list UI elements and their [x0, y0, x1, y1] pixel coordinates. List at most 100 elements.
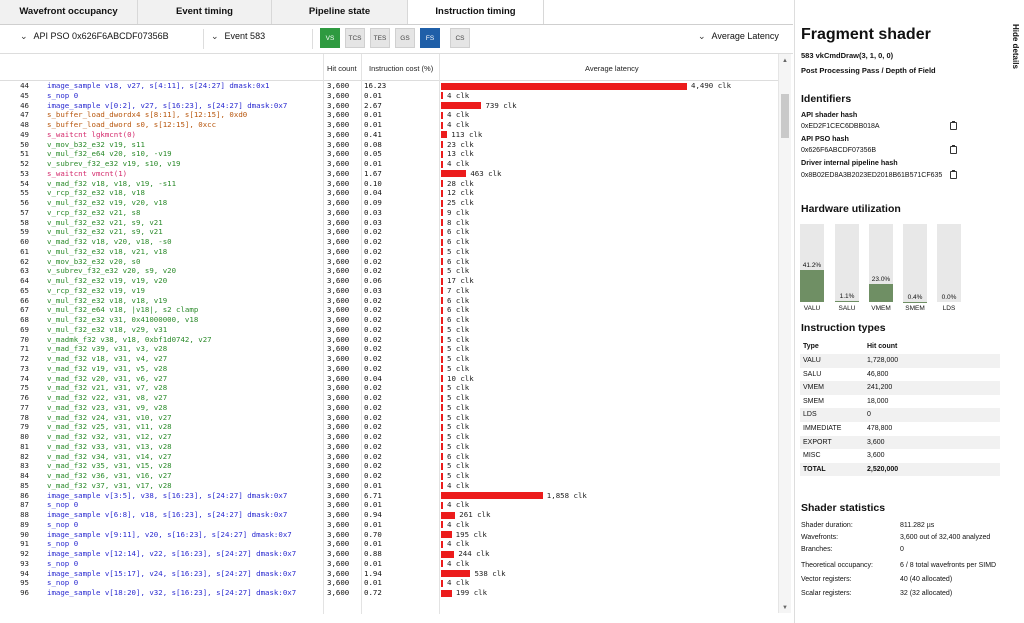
table-row[interactable]: 46 image_sample v[0:2], v27, s[16:23], s[… [0, 101, 778, 111]
instruction-type-row: VALU 1,728,000 [800, 354, 1000, 368]
table-row[interactable]: 78 v_mad_f32 v24, v31, v10, v27 3,600 0.02 5… [0, 413, 778, 423]
table-row[interactable]: 87 s_nop 0 3,600 0.01 4 clk [0, 500, 778, 510]
tab-instruction-timing[interactable]: Instruction timing [408, 0, 544, 24]
pso-dropdown[interactable]: ⌄ API PSO 0x626F6ABCDF07356B [20, 31, 169, 42]
stage-tcs-button[interactable]: TCS [345, 28, 365, 48]
line-number: 61 [20, 246, 29, 256]
line-number: 78 [20, 412, 29, 422]
table-row[interactable]: 96 image_sample v[18:20], v32, s[16:23], … [0, 588, 778, 598]
table-row[interactable]: 68 v_mul_f32_e32 v31, 0x41000000, v18 3,60… [0, 315, 778, 325]
stage-vs-button[interactable]: VS [320, 28, 340, 48]
copy-icon[interactable] [950, 145, 957, 154]
table-row[interactable]: 63 v_subrev_f32_e32 v20, s9, v20 3,600 0.02… [0, 266, 778, 276]
line-number: 60 [20, 237, 29, 246]
instruction-text: v_mov_b32_e32 v19, s11 [47, 139, 145, 149]
tab-pipeline-state[interactable]: Pipeline state [272, 0, 408, 24]
table-row[interactable]: 82 v_mad_f32 v34, v31, v14, v27 3,600 0.02 6… [0, 452, 778, 462]
instruction-text: v_mov_b32_e32 v20, s0 [47, 256, 141, 266]
table-row[interactable]: 90 image_sample v[9:11], v20, s[16:23], s… [0, 530, 778, 540]
table-row[interactable]: 67 v_mul_f32_e64 v18, |v18|, s2 clamp 3,60… [0, 305, 778, 315]
latency-bar [441, 82, 687, 90]
stage-tes-button[interactable]: TES [370, 28, 390, 48]
vertical-scrollbar[interactable]: ▲ ▼ [778, 54, 791, 613]
table-row[interactable]: 47 s_buffer_load_dwordx4 s[8:11], s[12:15… [0, 110, 778, 120]
table-row[interactable]: 61 v_mul_f32_e32 v18, v21, v18 3,600 0.02 5 … [0, 247, 778, 257]
stage-fs-button[interactable]: FS [420, 28, 440, 48]
table-row[interactable]: 65 v_rcp_f32_e32 v19, v19 3,600 0.03 7 clk [0, 286, 778, 296]
table-row[interactable]: 85 v_mad_f32 v37, v31, v17, v28 3,600 0.01 4… [0, 481, 778, 491]
table-row[interactable]: 94 image_sample v[15:17], v24, s[16:23], … [0, 569, 778, 579]
table-row[interactable]: 69 v_mul_f32_e32 v18, v29, v31 3,600 0.02 5 … [0, 325, 778, 335]
table-row[interactable]: 75 v_mad_f32 v21, v31, v7, v28 3,600 0.02 5 … [0, 383, 778, 393]
table-row[interactable]: 86 image_sample v[3:5], v38, s[16:23], s[… [0, 491, 778, 501]
table-row[interactable]: 84 v_mad_f32 v36, v31, v16, v27 3,600 0.02 5… [0, 471, 778, 481]
stage-cs-button[interactable]: CS [450, 28, 470, 48]
table-row[interactable]: 57 v_rcp_f32_e32 v21, s8 3,600 0.03 9 clk [0, 208, 778, 218]
copy-icon[interactable] [950, 170, 957, 179]
table-row[interactable]: 95 s_nop 0 3,600 0.01 4 clk [0, 578, 778, 588]
hide-details-button[interactable]: Hide details [1011, 24, 1020, 69]
line-number: 81 [20, 441, 29, 451]
latency-bar [441, 462, 443, 470]
event-dropdown[interactable]: ⌄ Event 583 [211, 31, 265, 42]
table-row[interactable]: 71 v_mad_f32 v39, v31, v3, v28 3,600 0.02 5 … [0, 344, 778, 354]
table-row[interactable]: 49 s_waitcnt lgkmcnt(0) 3,600 0.41 113 clk [0, 130, 778, 140]
table-row[interactable]: 83 v_mad_f32 v35, v31, v15, v28 3,600 0.02 5… [0, 461, 778, 471]
table-row[interactable]: 80 v_mad_f32 v32, v31, v12, v27 3,600 0.02 5… [0, 432, 778, 442]
table-row[interactable]: 76 v_mad_f32 v22, v31, v8, v27 3,600 0.02 5 … [0, 393, 778, 403]
table-row[interactable]: 62 v_mov_b32_e32 v20, s0 3,600 0.02 6 clk [0, 257, 778, 267]
scrollbar-thumb[interactable] [781, 94, 789, 138]
table-row[interactable]: 92 image_sample v[12:14], v22, s[16:23], … [0, 549, 778, 559]
table-row[interactable]: 79 v_mad_f32 v25, v31, v11, v28 3,600 0.02 5… [0, 422, 778, 432]
scroll-down-icon[interactable]: ▼ [782, 605, 788, 611]
latency-label: 5 clk [447, 412, 470, 422]
table-row[interactable]: 72 v_mad_f32 v18, v31, v4, v27 3,600 0.02 5 … [0, 354, 778, 364]
table-row[interactable]: 70 v_madmk_f32 v38, v18, 0xbf1d0742, v27 3… [0, 335, 778, 345]
table-row[interactable]: 73 v_mad_f32 v19, v31, v5, v28 3,600 0.02 5 … [0, 364, 778, 374]
table-row[interactable]: 88 image_sample v[6:8], v18, s[16:23], s[… [0, 510, 778, 520]
table-row[interactable]: 93 s_nop 0 3,600 0.01 4 clk [0, 559, 778, 569]
table-row[interactable]: 59 v_mul_f32_e32 v21, s9, v21 3,600 0.02 6 c… [0, 227, 778, 237]
hit-count-cell: 3,600 [327, 207, 350, 217]
table-row[interactable]: 64 v_mul_f32_e32 v19, v19, v20 3,600 0.06 17… [0, 276, 778, 286]
table-row[interactable]: 56 v_mul_f32_e32 v19, v20, v18 3,600 0.09 25… [0, 198, 778, 208]
table-row[interactable]: 55 v_rcp_f32_e32 v18, v18 3,600 0.04 12 clk [0, 188, 778, 198]
instruction-type-count: 0 [867, 411, 871, 419]
latency-bar [441, 131, 448, 139]
stage-gs-button[interactable]: GS [395, 28, 415, 48]
instruction-cost-header[interactable]: Instruction cost (%) [369, 64, 434, 73]
line-number: 52 [20, 159, 29, 168]
table-row[interactable]: 66 v_mul_f32_e32 v18, v18, v19 3,600 0.02 6 … [0, 296, 778, 306]
average-latency-header[interactable]: Average latency [585, 64, 639, 73]
hit-count-header[interactable]: Hit count [327, 64, 357, 73]
table-row[interactable]: 48 s_buffer_load_dword s0, s[12:15], 0xcc… [0, 120, 778, 130]
table-row[interactable]: 44 image_sample v18, v27, s[4:11], s[24:2… [0, 81, 778, 91]
latency-bar [441, 579, 443, 587]
table-row[interactable]: 54 v_mad_f32 v18, v18, v19, -s11 3,600 0.10… [0, 179, 778, 189]
scroll-up-icon[interactable]: ▲ [782, 58, 788, 64]
instruction-cost-cell: 0.06 [364, 276, 382, 285]
latency-label: 4,490 clk [691, 81, 732, 90]
table-row[interactable]: 53 s_waitcnt vmcnt(1) 3,600 1.67 463 clk [0, 169, 778, 179]
table-row[interactable]: 89 s_nop 0 3,600 0.01 4 clk [0, 520, 778, 530]
table-row[interactable]: 45 s_nop 0 3,600 0.01 4 clk [0, 91, 778, 101]
table-row[interactable]: 81 v_mad_f32 v33, v31, v13, v28 3,600 0.02 5… [0, 442, 778, 452]
copy-icon[interactable] [950, 121, 957, 130]
instruction-cost-cell: 0.02 [364, 412, 382, 422]
table-row[interactable]: 60 v_mad_f32 v18, v20, v18, -s0 3,600 0.02 6… [0, 237, 778, 247]
table-row[interactable]: 52 v_subrev_f32_e32 v19, s10, v19 3,600 0.0… [0, 159, 778, 169]
tab-event-timing[interactable]: Event timing [138, 0, 272, 24]
table-row[interactable]: 74 v_mad_f32 v20, v31, v6, v27 3,600 0.04 10… [0, 374, 778, 384]
hit-count-cell: 3,600 [327, 578, 350, 588]
table-row[interactable]: 51 v_mul_f32_e64 v20, s10, -v19 3,600 0.05 1… [0, 149, 778, 159]
latency-mode-dropdown[interactable]: ⌄ Average Latency [698, 31, 779, 42]
line-number: 65 [20, 285, 29, 295]
table-row[interactable]: 58 v_mul_f32_e32 v21, s9, v21 3,600 0.03 8 c… [0, 218, 778, 228]
table-row[interactable]: 77 v_mad_f32 v23, v31, v9, v28 3,600 0.02 5 … [0, 403, 778, 413]
tab-wavefront-occupancy[interactable]: Wavefront occupancy [0, 0, 138, 24]
latency-label: 5 clk [447, 324, 470, 334]
table-row[interactable]: 50 v_mov_b32_e32 v19, s11 3,600 0.08 23 clk [0, 140, 778, 150]
latency-label: 6 clk [447, 451, 470, 461]
latency-bar [441, 589, 452, 597]
table-row[interactable]: 91 s_nop 0 3,600 0.01 4 clk [0, 539, 778, 549]
